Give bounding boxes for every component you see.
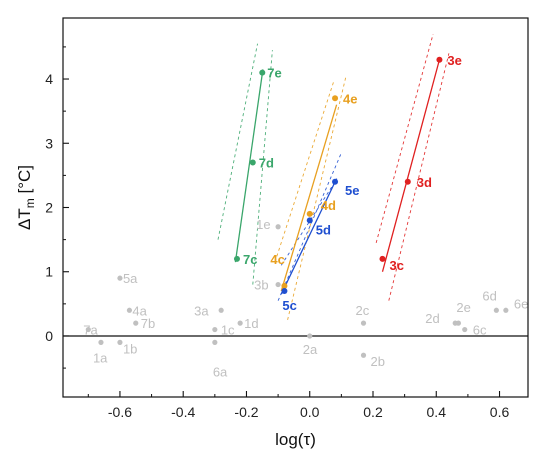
point-label-2a: 2a <box>303 342 318 357</box>
point-3b <box>275 281 281 288</box>
y-tick-label: 1 <box>45 264 53 280</box>
point-label-6c: 6c <box>473 323 487 338</box>
point-label-1e: 1e <box>256 217 270 232</box>
confidence-bands <box>217 33 450 321</box>
green-confidence-band <box>217 43 258 240</box>
point-5d <box>306 217 313 224</box>
point-5e <box>332 178 339 185</box>
point-7d <box>249 159 256 166</box>
point-5a <box>117 275 123 281</box>
point-1b <box>117 339 123 345</box>
point-label-2e: 2e <box>456 300 470 315</box>
point-label-4e: 4e <box>343 91 357 106</box>
red-confidence-band <box>375 33 434 243</box>
point-label-3c: 3c <box>389 258 403 273</box>
point-label-4d: 4d <box>321 198 336 213</box>
point-3a <box>218 307 224 313</box>
y-axis-title-unit: [°C] <box>15 165 34 198</box>
point-7a <box>85 326 91 333</box>
x-ticks: -0.6 -0.4 -0.2 0.0 0.2 0.4 0.6 <box>87 391 510 420</box>
point-2b <box>360 352 367 358</box>
y-tick-label: 4 <box>45 71 53 87</box>
point-label-3e: 3e <box>447 53 461 68</box>
data-points <box>85 56 509 358</box>
blue-confidence-band <box>280 181 336 266</box>
point-label-1d: 1d <box>244 316 258 331</box>
orange-fit-line <box>280 104 338 292</box>
red-confidence-band <box>388 53 450 301</box>
point-4a <box>126 307 133 313</box>
point-label-7e: 7e <box>267 66 281 81</box>
point-label-5a: 5a <box>123 271 138 286</box>
point-4c <box>281 282 288 289</box>
point-4e <box>332 95 339 102</box>
point-label-4c: 4c <box>270 252 284 267</box>
point-1d <box>237 320 243 326</box>
y-ticks: 0 1 2 3 4 <box>45 46 69 369</box>
point-label-5c: 5c <box>282 298 296 313</box>
point-6c <box>462 326 468 333</box>
point-label-2c: 2c <box>356 303 370 318</box>
x-tick-label: -0.6 <box>108 404 132 420</box>
point-label-1a: 1a <box>93 350 108 365</box>
point-6a <box>212 339 218 345</box>
point-label-1b: 1b <box>123 341 137 356</box>
point-3e <box>436 56 443 63</box>
y-axis-title-main: ΔT <box>15 208 34 230</box>
point-label-1c: 1c <box>221 323 235 338</box>
point-label-5d: 5d <box>316 222 331 237</box>
point-3d <box>404 178 411 185</box>
point-label-6d: 6d <box>482 288 496 303</box>
green-fit-line <box>234 69 264 263</box>
point-5c <box>281 288 288 295</box>
point-2a <box>307 333 313 339</box>
orange-confidence-band <box>274 82 334 263</box>
x-tick-label: -0.4 <box>171 404 195 420</box>
orange-confidence-band <box>287 75 347 321</box>
point-label-7a: 7a <box>83 323 98 338</box>
point-label-7b: 7b <box>141 316 155 331</box>
x-tick-label: -0.2 <box>234 404 258 420</box>
blue-confidence-band <box>277 152 342 301</box>
y-axis-title-subscript: m <box>23 198 37 208</box>
fit-lines <box>234 59 441 295</box>
x-tick-label: 0.6 <box>490 404 510 420</box>
point-label-6e: 6e <box>514 296 528 311</box>
y-tick-label: 2 <box>45 200 53 216</box>
point-6d <box>493 307 499 313</box>
point-label-6a: 6a <box>213 364 228 379</box>
y-tick-label: 3 <box>45 135 53 151</box>
point-label-4a: 4a <box>132 303 147 318</box>
point-6e <box>503 307 509 313</box>
point-1e <box>275 224 281 230</box>
x-tick-label: 0.0 <box>300 404 320 420</box>
plot-frame <box>62 17 529 398</box>
point-4d <box>306 210 313 217</box>
x-axis-title: log(τ) <box>275 430 316 449</box>
point-1a <box>98 339 104 345</box>
point-label-7c: 7c <box>243 252 257 267</box>
blue-fit-line <box>280 178 338 295</box>
red-fit-line <box>381 59 441 272</box>
point-label-3b: 3b <box>254 278 268 293</box>
y-axis-title: ΔTm [°C] <box>15 165 37 230</box>
point-1c <box>212 326 218 333</box>
point-2e <box>455 320 462 326</box>
point-label-2b: 2b <box>371 354 385 369</box>
point-7e <box>259 69 266 76</box>
point-label-2d: 2d <box>425 311 439 326</box>
point-label-3d: 3d <box>417 175 432 190</box>
point-label-7d: 7d <box>259 156 274 171</box>
point-label-3a: 3a <box>194 303 209 318</box>
point-2c <box>360 320 367 326</box>
y-tick-label: 0 <box>45 328 53 344</box>
x-tick-label: 0.4 <box>427 404 447 420</box>
point-3c <box>379 255 386 262</box>
point-7b <box>133 320 139 326</box>
point-7c <box>233 255 240 262</box>
x-tick-label: 0.2 <box>363 404 383 420</box>
point-label-5e: 5e <box>345 183 359 198</box>
